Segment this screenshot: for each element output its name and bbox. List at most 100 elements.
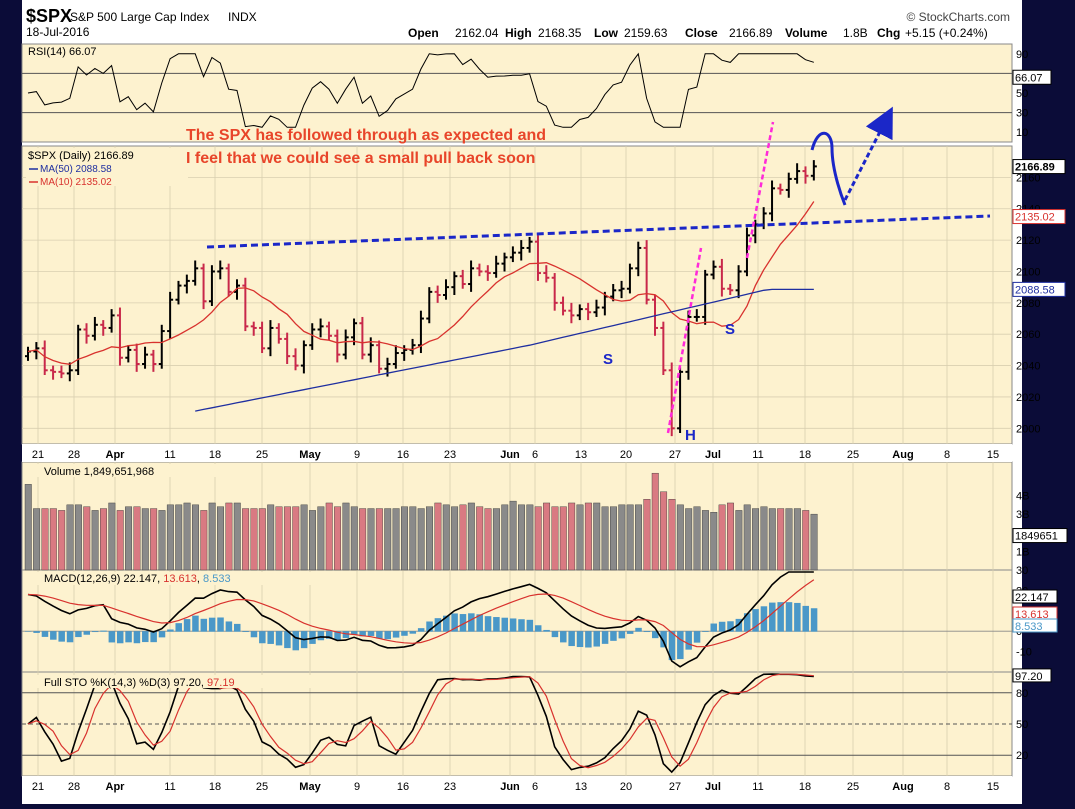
x-tick-label: Aug — [892, 781, 913, 793]
macd-histogram-bar — [601, 631, 609, 644]
volume-bar — [58, 510, 66, 571]
macd-histogram-bar — [727, 621, 734, 632]
x-tick-label: 23 — [444, 449, 456, 461]
macd-histogram-bar — [568, 631, 575, 647]
x-tick-label: 27 — [669, 449, 681, 461]
macd-histogram-bar — [325, 631, 333, 639]
macd-histogram-bar — [91, 631, 99, 633]
macd-histogram-bar — [752, 609, 759, 632]
x-tick-label: 11 — [164, 449, 175, 461]
volume-bar — [191, 504, 199, 571]
macd-value-box — [1012, 589, 1058, 604]
macd-histogram-bar — [585, 631, 592, 648]
price-title: $SPX (Daily) 2166.89 — [28, 150, 134, 162]
x-tick-label: 13 — [575, 449, 587, 461]
volume-layer — [24, 472, 818, 571]
volume-bar — [283, 506, 291, 571]
y-tick-label: 2080 — [1016, 298, 1040, 310]
macd-histogram-bar — [192, 615, 199, 632]
x-tick-label: 18 — [799, 781, 811, 793]
volume-bar — [275, 506, 283, 571]
volume-bar — [108, 502, 116, 571]
macd-histogram-bar — [777, 602, 784, 632]
macd-histogram-bar — [275, 631, 283, 646]
macd-histogram-bar — [710, 623, 718, 632]
x-tick-label: Jul — [705, 781, 721, 793]
volume-bar — [568, 502, 576, 571]
macd-histogram-bar — [626, 631, 634, 634]
x-tick-label: Jul — [705, 449, 721, 461]
macd-histogram-bar — [359, 631, 366, 637]
volume-title-bg — [26, 464, 236, 477]
macd-histogram-bar — [133, 631, 141, 644]
volume-bar — [33, 508, 41, 571]
price-value-box — [1012, 281, 1066, 297]
macd-histogram-bar — [66, 631, 74, 643]
volume-bar — [133, 506, 141, 571]
volume-bar — [417, 508, 425, 571]
macd-value-label: 8.533 — [1015, 621, 1043, 633]
volume-bar — [292, 506, 300, 571]
macd-tick-label: 30 — [1016, 565, 1028, 577]
macd-histogram-bar — [785, 602, 793, 632]
volume-bar — [183, 502, 191, 571]
volume-bar — [434, 502, 442, 571]
rsi-panel — [21, 43, 1013, 143]
macd-histogram-bar — [242, 631, 249, 633]
x-tick-label: 8 — [944, 781, 950, 793]
macd-histogram-bar — [100, 630, 107, 632]
y-tick-label: 2160 — [1016, 172, 1040, 184]
y-tick-label: 2060 — [1016, 329, 1040, 341]
macd-histogram-bar — [576, 631, 584, 648]
projection-arrow — [843, 106, 893, 201]
wedge-line-left — [666, 247, 703, 434]
volume-bar — [551, 506, 559, 571]
y-tick-label: 2120 — [1016, 235, 1040, 247]
price-value-box — [1012, 209, 1066, 225]
macd-histogram-bar — [409, 631, 417, 634]
volume-bar — [668, 499, 676, 571]
volume-bar — [752, 508, 760, 571]
x-tick-label: 13 — [575, 781, 587, 793]
volume-bar — [793, 508, 801, 571]
x-tick-label: Jun — [500, 449, 520, 461]
macd-histogram-bar — [618, 631, 626, 639]
macd-histogram-bar — [718, 621, 726, 632]
sto-tick-label: 20 — [1016, 750, 1028, 762]
annotation-line-1: The SPX has followed through as expected… — [186, 127, 546, 144]
open-value: 2162.04 — [455, 26, 499, 40]
x-tick-label: 18 — [209, 781, 221, 793]
macd-histogram-bar — [652, 631, 659, 639]
macd-histogram-bar — [810, 608, 818, 632]
volume-bar — [635, 504, 642, 571]
macd-histogram-bar — [83, 631, 91, 635]
macd-histogram-bar — [551, 631, 559, 638]
x-tick-label: 15 — [987, 449, 999, 461]
volume-bar — [467, 502, 475, 571]
index-name: S&P 500 Large Cap Index — [70, 10, 209, 24]
macd-histogram-bar — [33, 631, 40, 633]
macd-histogram-bar — [392, 631, 400, 638]
volume-bar — [701, 510, 709, 571]
exchange: INDX — [228, 10, 257, 24]
macd-tick-label: -10 — [1016, 647, 1032, 659]
macd-histogram-bar — [367, 631, 375, 636]
volume-bar — [125, 506, 133, 571]
chg-label: Chg — [877, 26, 900, 40]
volume-bar — [660, 491, 668, 571]
macd-histogram-bar — [660, 631, 667, 648]
macd-histogram-bar — [685, 631, 692, 650]
macd-title-name: MACD(12,26,9) — [44, 573, 120, 585]
price-value-label: 2166.89 — [1015, 162, 1055, 174]
x-tick-label: 11 — [164, 781, 175, 793]
volume-bar — [509, 500, 517, 571]
wedge-line-right — [745, 121, 775, 259]
macd-histogram-bar — [234, 623, 241, 632]
volume-bar — [409, 506, 417, 571]
macd-histogram-bar — [284, 631, 291, 649]
volume-bar — [593, 502, 601, 571]
x-tick-label: 25 — [256, 781, 268, 793]
x-tick-label: 23 — [444, 781, 456, 793]
macd-histogram-bar — [250, 631, 258, 638]
volume-bar — [534, 506, 542, 571]
